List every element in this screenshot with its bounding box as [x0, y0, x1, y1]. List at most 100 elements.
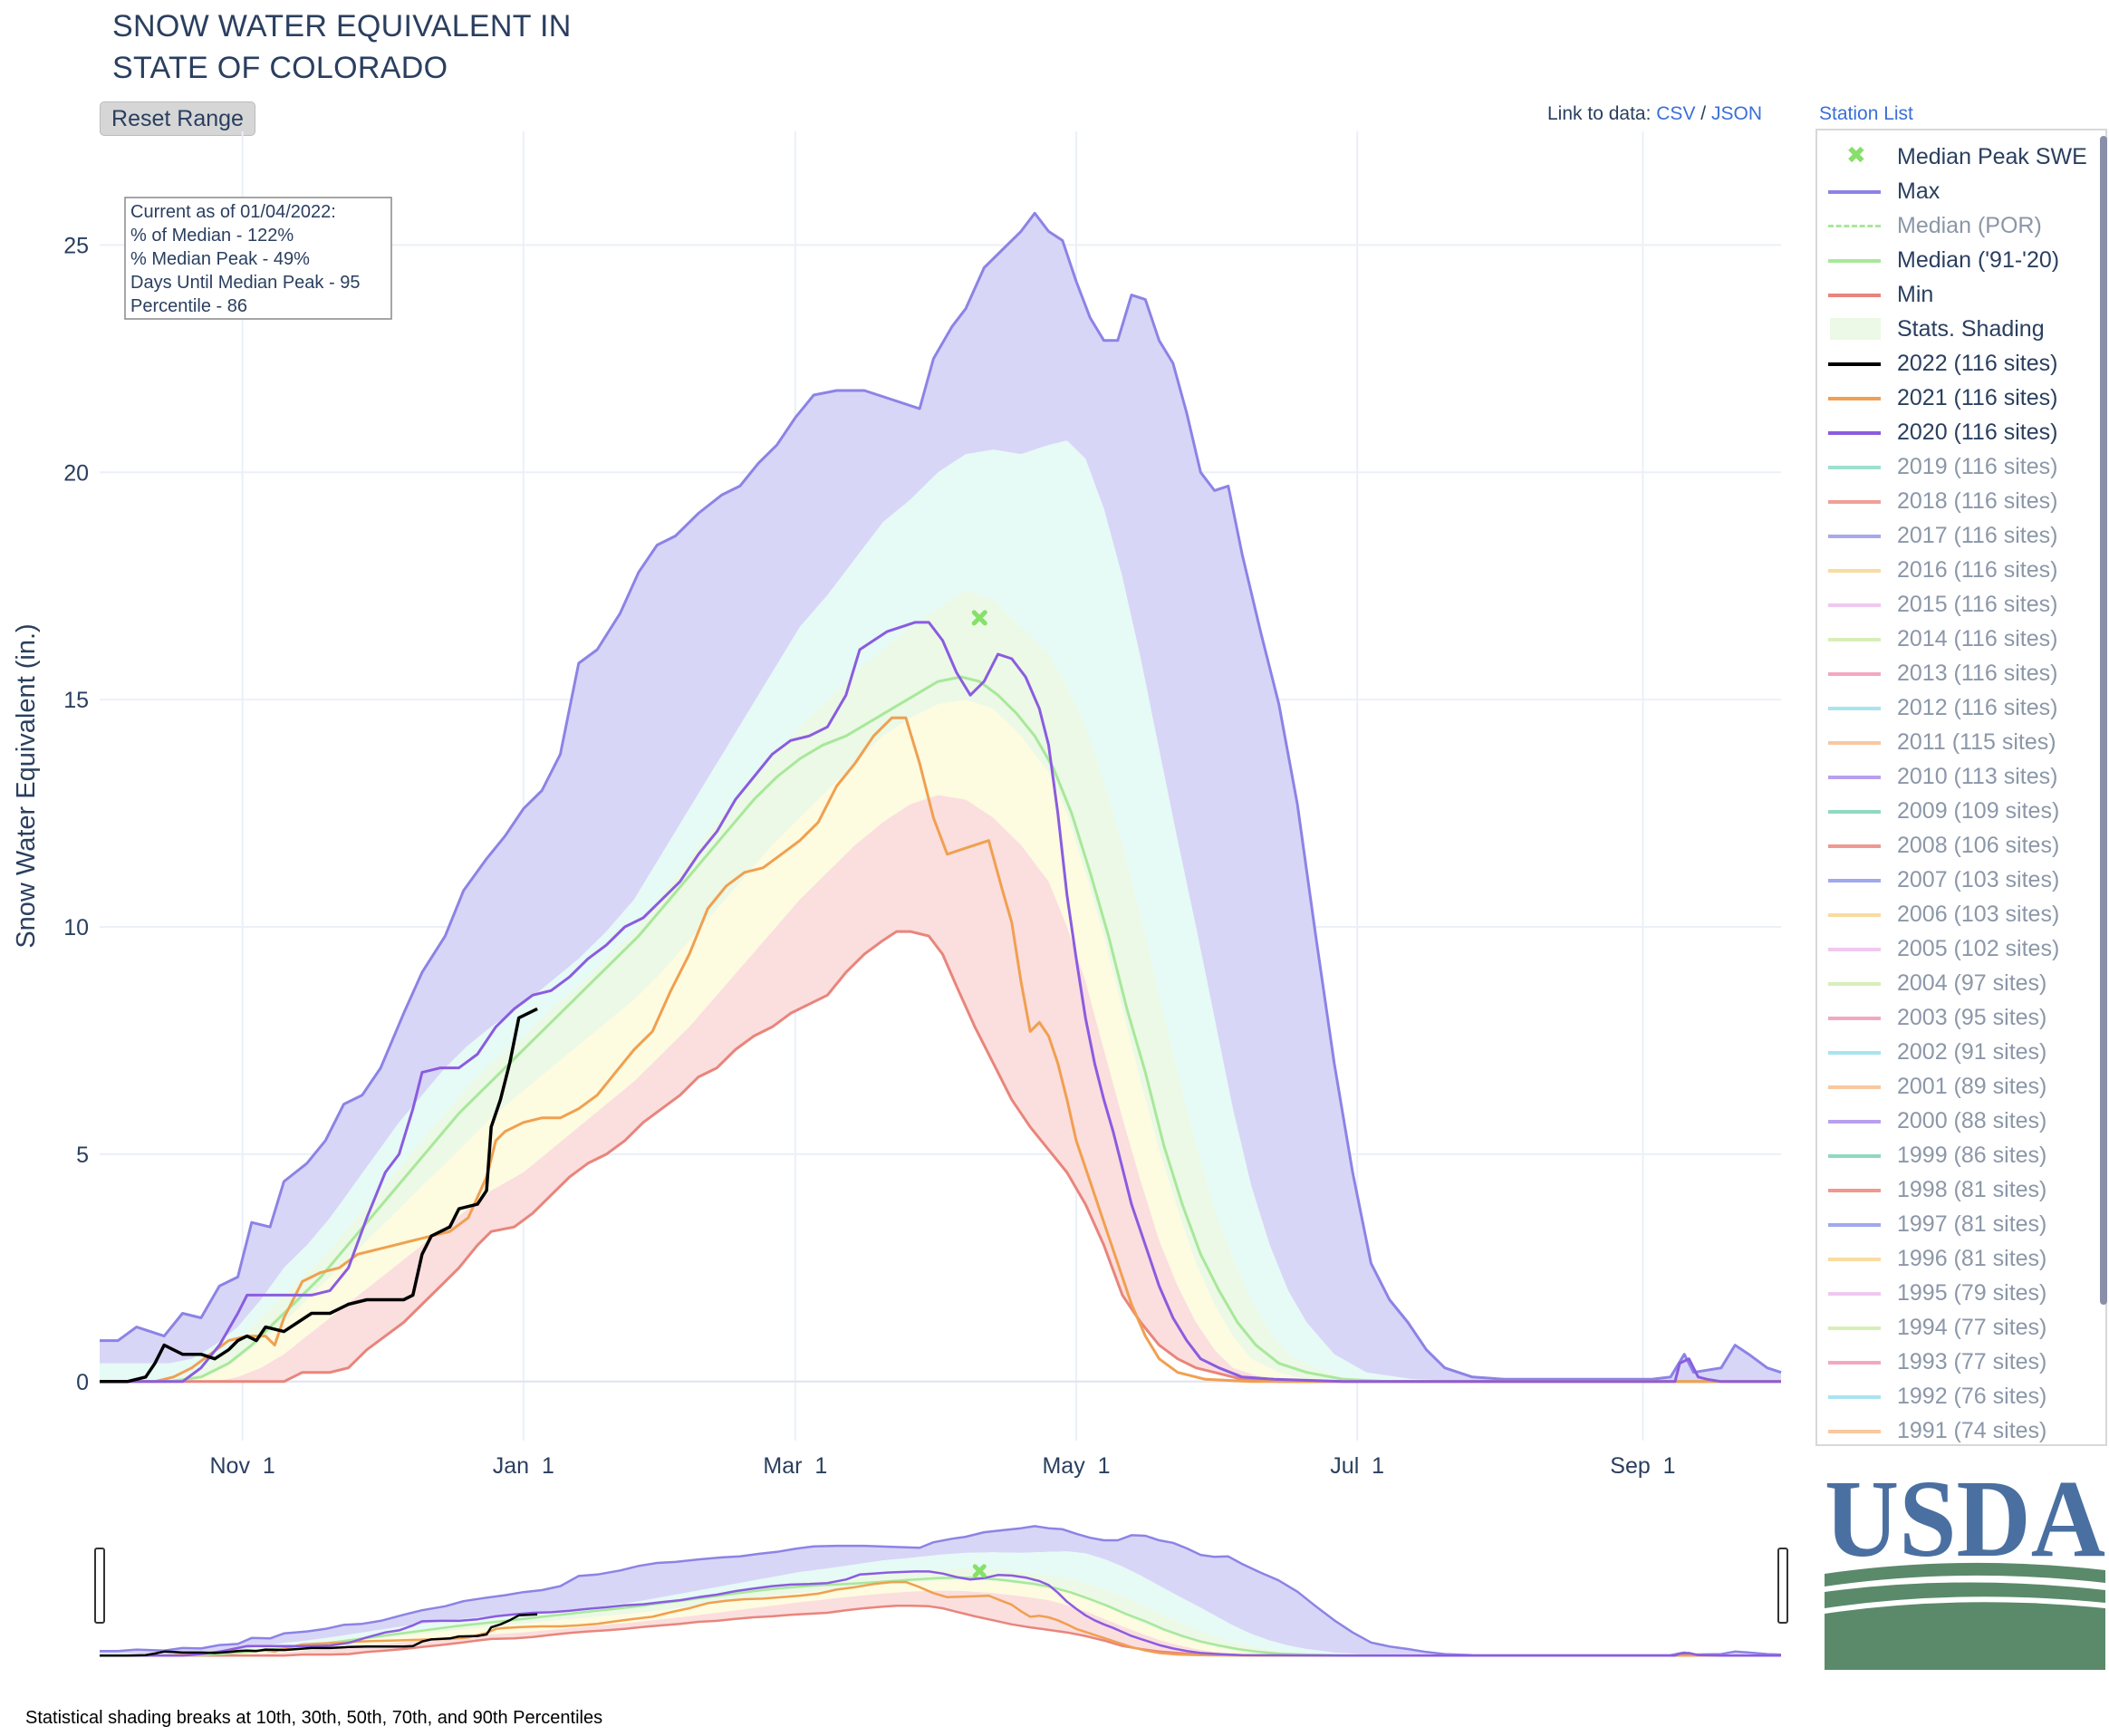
legend-label: 2009 (109 sites) — [1897, 797, 2060, 824]
legend-swatch — [1817, 449, 1881, 484]
legend-label: 1994 (77 sites) — [1897, 1314, 2047, 1340]
legend-item[interactable]: 1994 (77 sites) — [1817, 1310, 2089, 1345]
minimap-line-2020-116-sites — [100, 1570, 1781, 1657]
legend-swatch — [1817, 966, 1881, 1000]
legend-item[interactable]: 2022 (116 sites) — [1817, 346, 2089, 381]
legend-swatch — [1817, 346, 1881, 381]
info-box-line: Days Until Median Peak - 95 — [130, 273, 360, 293]
csv-link[interactable]: CSV — [1656, 103, 1696, 124]
legend-line-swatch — [1828, 741, 1881, 745]
legend-scrollbar[interactable] — [2100, 136, 2107, 1305]
legend-item[interactable]: 1997 (81 sites) — [1817, 1207, 2089, 1241]
legend-line-swatch — [1828, 776, 1881, 779]
legend-label: 2013 (116 sites) — [1897, 660, 2058, 686]
legend-item[interactable]: 2000 (88 sites) — [1817, 1104, 2089, 1138]
usda-logo-text: USDA — [1825, 1472, 2105, 1580]
json-link[interactable]: JSON — [1710, 103, 1762, 124]
median-peak-marker-icon: ✖ — [1846, 141, 1866, 169]
legend-item[interactable]: 2004 (97 sites) — [1817, 966, 2089, 1000]
legend-swatch — [1817, 622, 1881, 656]
legend-swatch — [1817, 1413, 1881, 1444]
legend-item[interactable]: 2008 (106 sites) — [1817, 828, 2089, 863]
legend-swatch — [1817, 725, 1881, 759]
legend-label: Max — [1897, 178, 1940, 204]
legend-item[interactable]: Min — [1817, 277, 2089, 312]
legend-swatch — [1817, 312, 1881, 346]
legend-label: 2021 (116 sites) — [1897, 384, 2058, 410]
info-box-line: % Median Peak - 49% — [130, 249, 310, 269]
legend-item[interactable]: 1999 (86 sites) — [1817, 1138, 2089, 1172]
legend-line-swatch — [1828, 982, 1881, 986]
legend-item[interactable]: 2013 (116 sites) — [1817, 656, 2089, 690]
legend-item[interactable]: 1993 (77 sites) — [1817, 1345, 2089, 1379]
minimap-line-median-91-20 — [100, 1576, 1781, 1657]
legend-item[interactable]: 2019 (116 sites) — [1817, 449, 2089, 484]
legend-item[interactable]: 2012 (116 sites) — [1817, 690, 2089, 725]
legend-label: 2001 (89 sites) — [1897, 1073, 2047, 1099]
legend-swatch: ✖ — [1817, 140, 1872, 174]
legend-item[interactable]: 2011 (115 sites) — [1817, 725, 2089, 759]
legend-line-swatch — [1828, 1292, 1881, 1296]
minimap-line-2022-116-sites — [100, 1613, 538, 1657]
x-tick-label: Jan 1 — [493, 1453, 554, 1479]
y-tick-label: 5 — [76, 1143, 89, 1168]
legend-item[interactable]: 2017 (116 sites) — [1817, 518, 2089, 553]
legend-item[interactable]: Median ('91-'20) — [1817, 243, 2089, 277]
legend-swatch — [1817, 415, 1881, 449]
x-tick-label: Mar 1 — [763, 1453, 827, 1479]
legend-item[interactable]: 2001 (89 sites) — [1817, 1069, 2089, 1104]
legend-item[interactable]: 1998 (81 sites) — [1817, 1172, 2089, 1207]
legend-swatch — [1817, 587, 1881, 622]
legend-item[interactable]: 2014 (116 sites) — [1817, 622, 2089, 656]
legend-item[interactable]: 2016 (116 sites) — [1817, 553, 2089, 587]
median-peak-marker — [971, 610, 987, 626]
y-tick-label: 15 — [63, 688, 89, 713]
legend-swatch — [1817, 553, 1881, 587]
legend-swatch — [1817, 794, 1881, 828]
legend-label: 2016 (116 sites) — [1897, 556, 2058, 583]
y-tick-label: 0 — [76, 1370, 89, 1395]
legend-line-swatch — [1828, 603, 1881, 607]
range-slider-right-handle[interactable] — [1777, 1548, 1788, 1624]
legend-swatch — [1817, 1035, 1881, 1069]
legend-line-swatch — [1828, 1189, 1881, 1192]
legend-item[interactable]: 2010 (113 sites) — [1817, 759, 2089, 794]
legend-line-swatch — [1828, 1017, 1881, 1020]
legend-item[interactable]: 2007 (103 sites) — [1817, 863, 2089, 897]
legend-item[interactable]: 1991 (74 sites) — [1817, 1413, 2089, 1444]
legend-item[interactable]: 2003 (95 sites) — [1817, 1000, 2089, 1035]
legend-item[interactable]: 2006 (103 sites) — [1817, 897, 2089, 931]
legend-item[interactable]: Median (POR) — [1817, 208, 2089, 243]
reset-range-button[interactable]: Reset Range — [100, 101, 255, 136]
station-list-link[interactable]: Station List — [1819, 103, 1913, 124]
legend-label: Min — [1897, 281, 1934, 307]
legend-swatch — [1817, 931, 1881, 966]
y-axis-title: Snow Water Equivalent (in.) — [12, 623, 41, 948]
legend-line-swatch — [1828, 500, 1881, 504]
legend-item[interactable]: 2005 (102 sites) — [1817, 931, 2089, 966]
legend-label: 2008 (106 sites) — [1897, 832, 2060, 858]
legend-swatch — [1817, 897, 1881, 931]
legend-label: 1991 (74 sites) — [1897, 1417, 2047, 1443]
minimap-median-peak-marker — [972, 1564, 987, 1578]
legend-item[interactable]: 1996 (81 sites) — [1817, 1241, 2089, 1276]
legend-swatch — [1817, 1310, 1881, 1345]
legend-item[interactable]: 2002 (91 sites) — [1817, 1035, 2089, 1069]
legend-item[interactable]: Stats. Shading — [1817, 312, 2089, 346]
legend-line-swatch — [1828, 1223, 1881, 1227]
info-box-border — [124, 197, 392, 320]
legend-item[interactable]: 1995 (79 sites) — [1817, 1276, 2089, 1310]
legend-item[interactable]: 2021 (116 sites) — [1817, 381, 2089, 415]
legend-swatch — [1817, 1069, 1881, 1104]
legend-item[interactable]: 2020 (116 sites) — [1817, 415, 2089, 449]
range-slider-left-handle[interactable] — [94, 1548, 105, 1624]
legend-item[interactable]: Max — [1817, 174, 2089, 208]
legend-swatch — [1817, 1276, 1881, 1310]
legend-item[interactable]: ✖ Median Peak SWE — [1817, 140, 2089, 174]
legend-item[interactable]: 2009 (109 sites) — [1817, 794, 2089, 828]
legend-item[interactable]: 2018 (116 sites) — [1817, 484, 2089, 518]
x-tick-label: Sep 1 — [1610, 1453, 1675, 1479]
x-tick-label: May 1 — [1042, 1453, 1110, 1479]
legend-item[interactable]: 1992 (76 sites) — [1817, 1379, 2089, 1413]
legend-item[interactable]: 2015 (116 sites) — [1817, 587, 2089, 622]
